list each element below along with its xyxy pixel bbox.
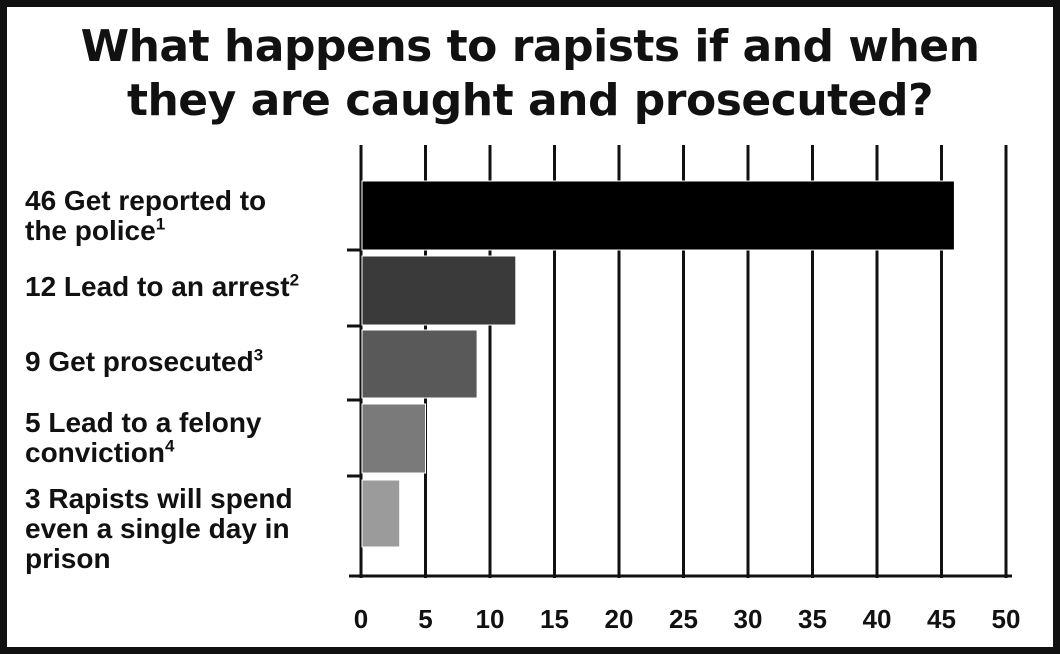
x-tick-label: 35 (798, 604, 827, 634)
category-label-4: 5 Lead to a felony conviction4 (25, 408, 355, 468)
bar-2 (361, 255, 517, 326)
chart-title-line-1: What happens to rapists if and when (80, 21, 980, 72)
category-label-3: 9 Get prosecuted3 (25, 347, 355, 377)
category-label-text: 3 Rapists will spend (25, 483, 293, 514)
category-label-1: 46 Get reported to the police1 (25, 186, 355, 246)
category-label-text: 5 Lead to a felony (25, 407, 262, 438)
category-label-text: even a single day in (25, 513, 290, 544)
x-tick-label: 50 (992, 604, 1021, 634)
x-tick-label: 5 (418, 604, 432, 634)
category-label-text: 9 Get prosecuted (25, 346, 254, 377)
bar-1 (361, 180, 955, 251)
x-tick-label: 25 (669, 604, 698, 634)
bar-3 (361, 329, 478, 399)
category-label-text: conviction (25, 437, 166, 468)
category-label-text: 12 Lead to an arrest (25, 271, 290, 302)
x-tick-label: 0 (354, 604, 368, 634)
x-tick-label: 40 (863, 604, 892, 634)
category-label-text: prison (25, 543, 111, 574)
category-label-text: 46 Get reported to (25, 185, 267, 216)
x-tick-label: 20 (605, 604, 634, 634)
x-tick-label: 15 (540, 604, 569, 634)
bar-4 (361, 403, 426, 474)
chart-title: What happens to rapists if and when they… (20, 20, 1040, 128)
footnote-marker: 2 (289, 270, 300, 290)
footnote-marker: 1 (155, 214, 166, 234)
category-label-text: the police (25, 215, 156, 246)
category-label-2: 12 Lead to an arrest2 (25, 272, 355, 302)
footnote-marker: 3 (253, 345, 264, 365)
x-tick-label: 30 (734, 604, 763, 634)
x-tick-label: 45 (927, 604, 956, 634)
x-tick-label: 10 (476, 604, 505, 634)
footnote-marker: 4 (165, 436, 175, 456)
chart-title-line-2: they are caught and prosecuted? (126, 75, 934, 126)
bar-5 (361, 479, 401, 548)
category-label-5: 3 Rapists will spend even a single day in… (25, 484, 355, 574)
